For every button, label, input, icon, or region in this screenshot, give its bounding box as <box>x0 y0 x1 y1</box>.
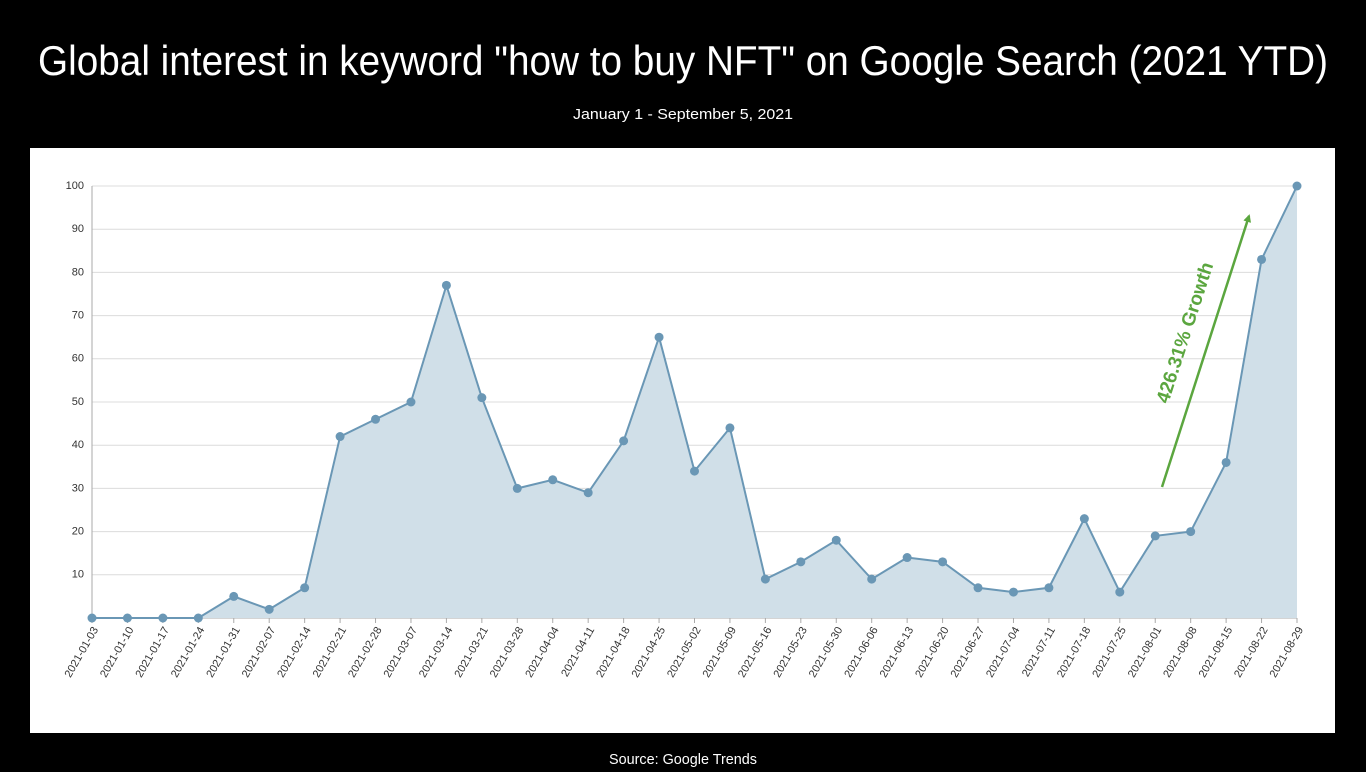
point <box>938 557 948 567</box>
point <box>335 432 345 442</box>
point <box>477 393 487 403</box>
point <box>902 553 912 563</box>
point <box>973 583 983 593</box>
area <box>92 186 1297 618</box>
point <box>548 475 558 485</box>
point <box>654 332 664 342</box>
point <box>1150 531 1160 541</box>
point <box>1008 587 1018 597</box>
point <box>1079 514 1089 524</box>
point <box>1292 181 1302 191</box>
y-tick-label: 10 <box>72 569 84 581</box>
point <box>512 483 522 493</box>
point <box>1044 583 1054 593</box>
point <box>583 488 593 498</box>
point <box>867 574 877 584</box>
point <box>725 423 735 433</box>
point <box>300 583 310 593</box>
y-tick-label: 30 <box>72 482 84 494</box>
point <box>371 414 381 424</box>
point <box>619 436 629 446</box>
y-tick-label: 60 <box>72 353 84 365</box>
y-tick-label: 20 <box>72 526 84 538</box>
y-tick-label: 40 <box>72 439 84 451</box>
chart-subtitle: January 1 - September 5, 2021 <box>573 106 793 123</box>
point <box>1186 527 1196 537</box>
point <box>441 280 451 290</box>
point <box>122 613 132 623</box>
point <box>193 613 203 623</box>
y-tick-label: 70 <box>72 310 84 322</box>
point <box>264 604 274 614</box>
point <box>406 397 416 407</box>
y-tick-label: 50 <box>72 396 84 408</box>
chart-title: Global interest in keyword "how to buy N… <box>38 37 1328 84</box>
point <box>87 613 97 623</box>
growth-arrow <box>1160 214 1251 488</box>
y-tick-label: 90 <box>72 223 84 235</box>
point <box>158 613 168 623</box>
point <box>796 557 806 567</box>
point <box>690 466 699 476</box>
point <box>760 574 770 584</box>
point <box>1115 587 1125 597</box>
y-tick-label: 80 <box>72 266 84 278</box>
point <box>831 535 841 545</box>
point <box>1221 457 1231 467</box>
source-note: Source: Google Trends <box>609 751 757 768</box>
point <box>1257 254 1267 264</box>
point <box>229 591 239 601</box>
y-tick-label: 100 <box>66 180 84 192</box>
